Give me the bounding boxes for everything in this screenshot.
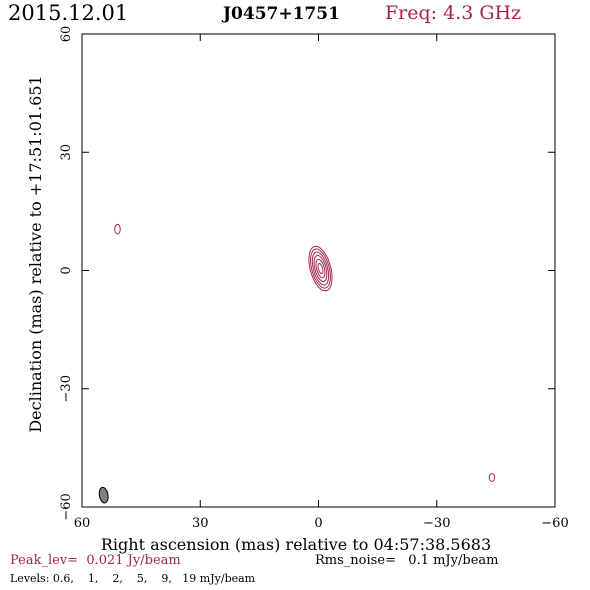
y-tick-label: 60 — [59, 26, 74, 43]
beam-ellipse — [98, 486, 109, 504]
contour-levels-label: Levels: 0.6, 1, 2, 5, 9, 19 mJy/beam — [10, 572, 256, 585]
y-axis-label: Declination (mas) relative to +17:51:01.… — [26, 75, 45, 432]
contour-core — [311, 251, 330, 286]
x-axis-label: Right ascension (mas) relative to 04:57:… — [101, 535, 491, 554]
contour-core — [315, 258, 326, 279]
peak-level-label: Peak_lev= 0.021 Jy/beam — [10, 553, 181, 568]
y-tick-label: −30 — [59, 375, 74, 402]
y-tick-label: 30 — [59, 144, 74, 161]
contour-core — [313, 255, 328, 283]
contour-blob-left — [114, 223, 121, 235]
contour-core — [308, 245, 333, 292]
source-name: J0457+1751 — [223, 4, 340, 24]
y-tick-label: 0 — [59, 266, 74, 274]
beam-layer — [98, 486, 109, 504]
rms-noise-label: Rms_noise= 0.1 mJy/beam — [315, 553, 499, 568]
x-tick-label: 60 — [74, 516, 91, 531]
contour-core — [310, 248, 331, 289]
frequency-label: Freq: 4.3 GHz — [385, 2, 522, 24]
x-tick-label: −60 — [541, 516, 568, 531]
date-label: 2015.12.01 — [8, 1, 129, 25]
axis-ticks — [81, 33, 556, 508]
contour-core — [317, 263, 324, 275]
contour-blob-right — [488, 472, 496, 482]
y-tick-label: −60 — [59, 493, 74, 520]
x-tick-label: 0 — [314, 516, 322, 531]
x-tick-label: −30 — [423, 516, 450, 531]
x-tick-label: 30 — [192, 516, 209, 531]
contour-layer — [114, 223, 496, 482]
